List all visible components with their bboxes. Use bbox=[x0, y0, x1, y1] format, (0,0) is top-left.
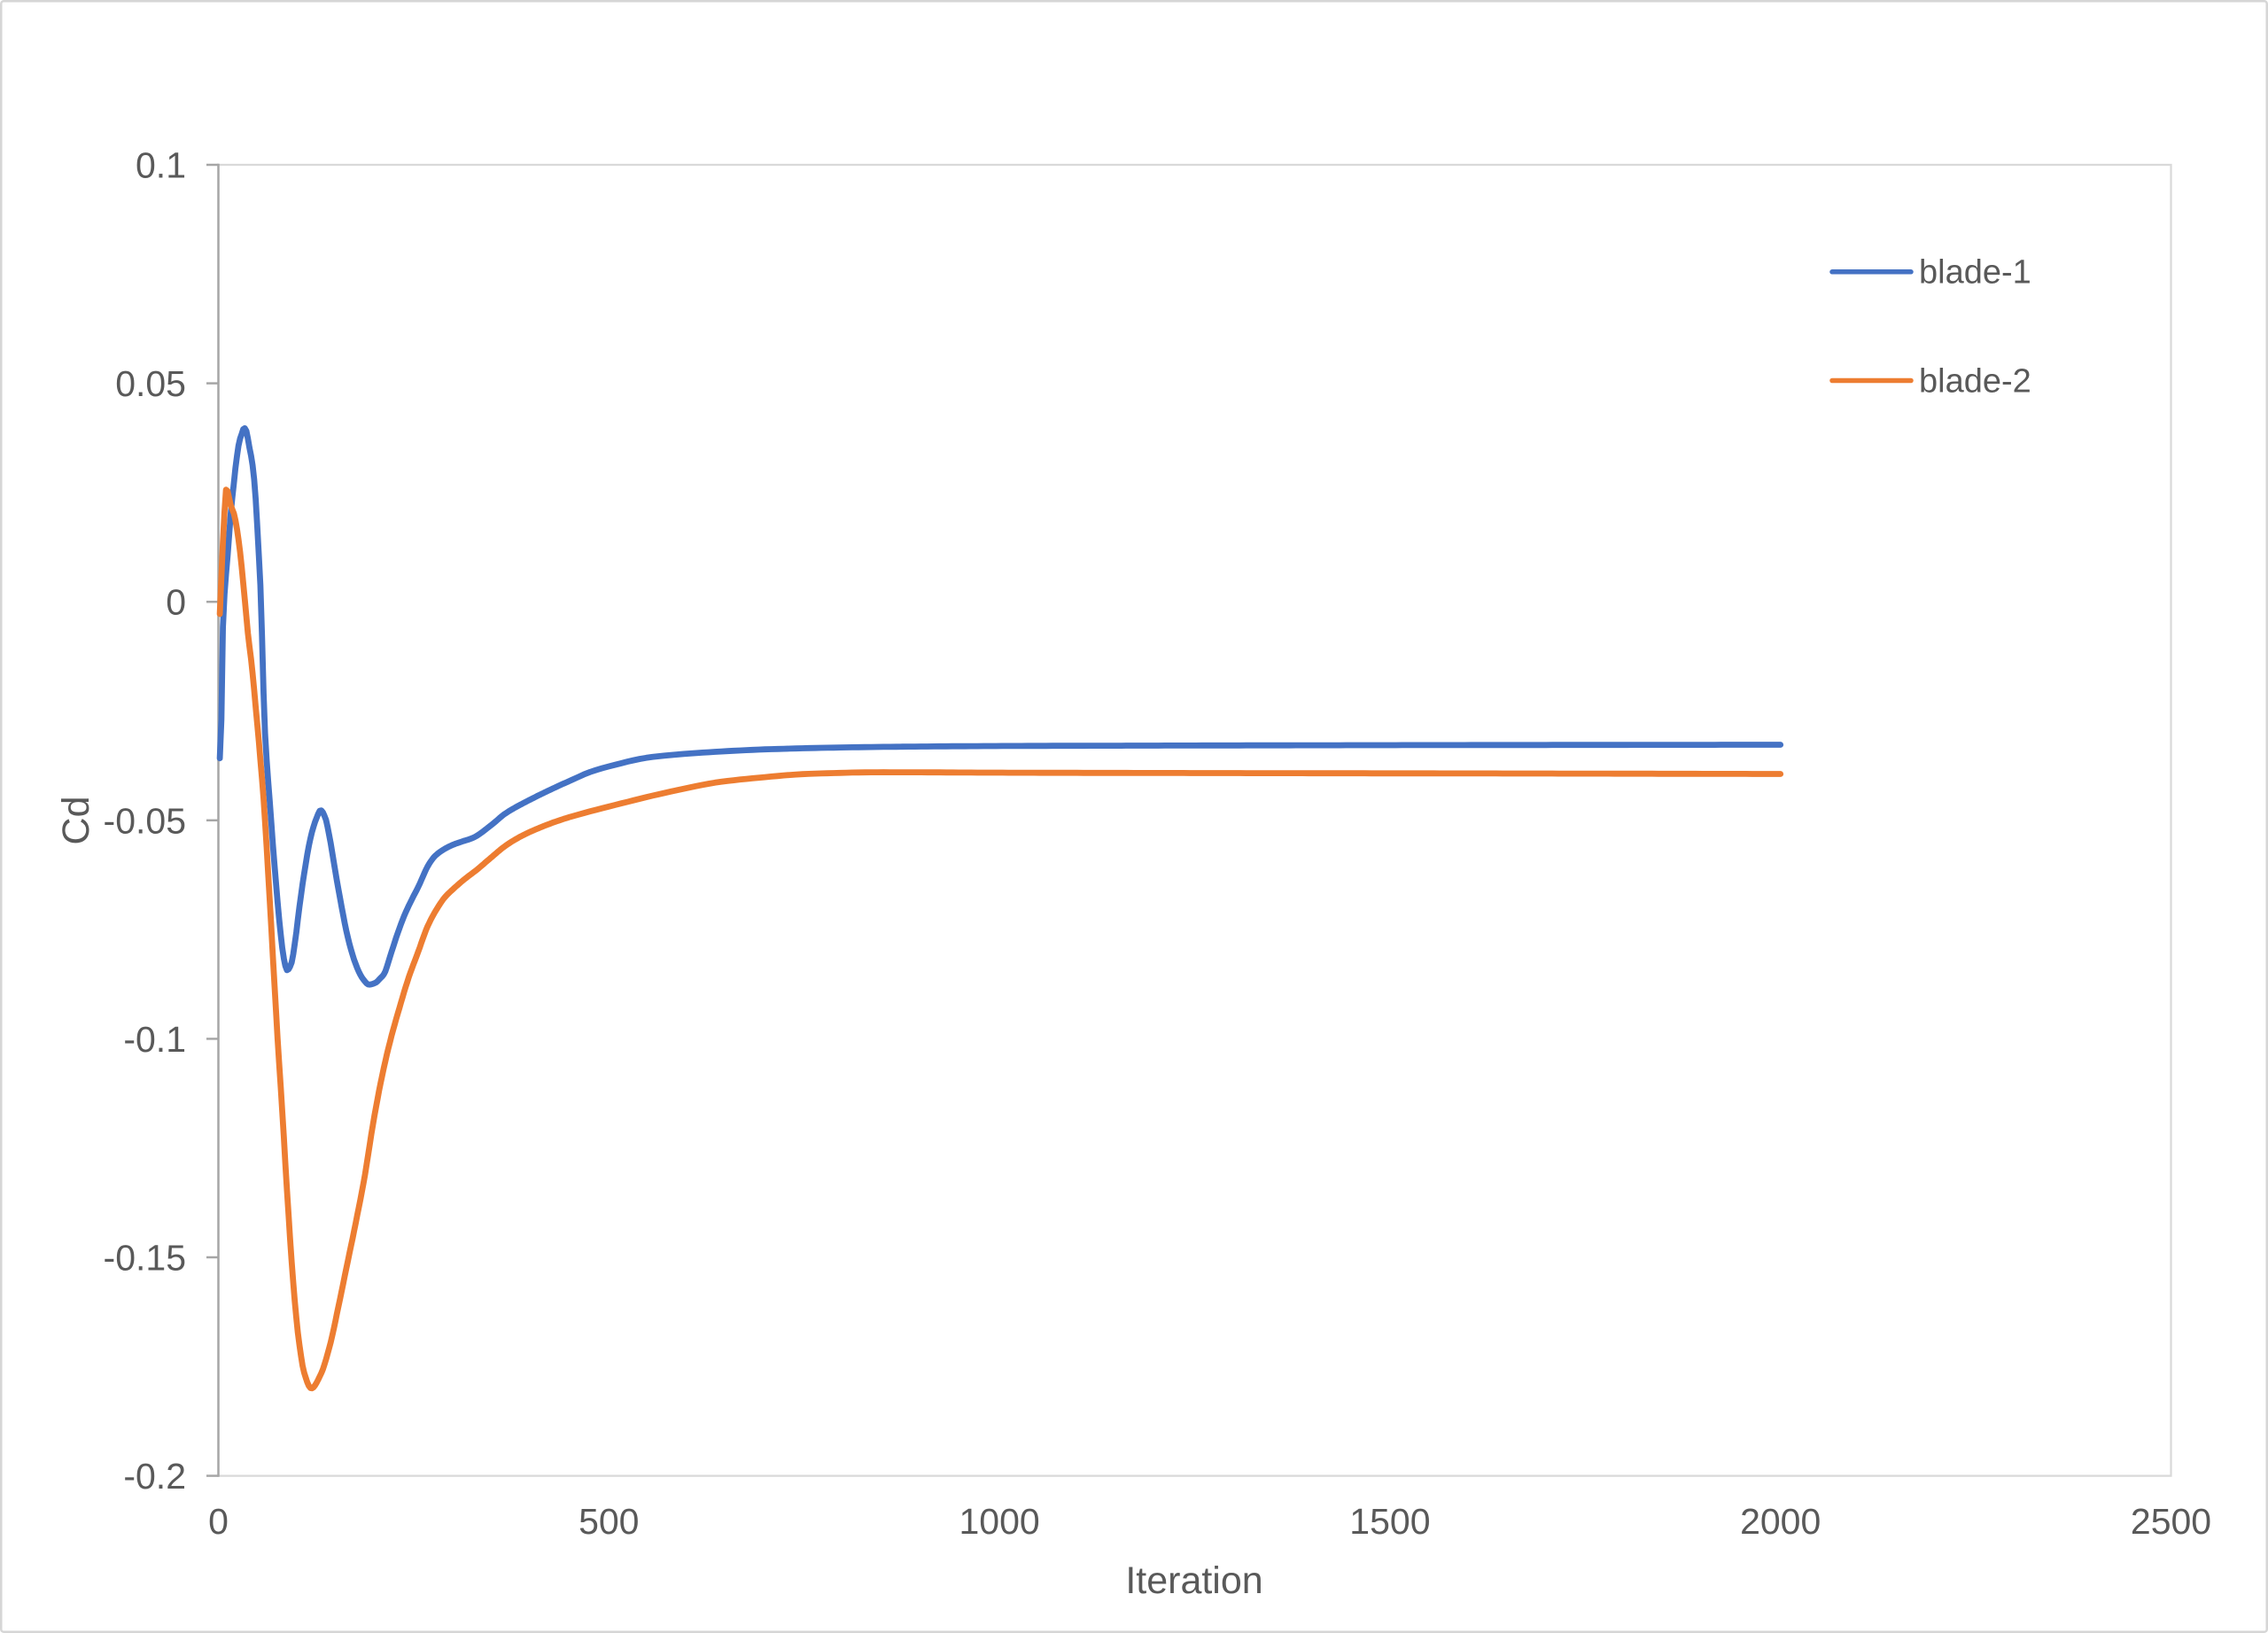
svg-text:500: 500 bbox=[579, 1501, 639, 1542]
svg-text:0.05: 0.05 bbox=[115, 363, 186, 404]
svg-text:-0.2: -0.2 bbox=[123, 1456, 186, 1497]
svg-text:2500: 2500 bbox=[2131, 1501, 2211, 1542]
svg-text:-0.15: -0.15 bbox=[104, 1238, 186, 1279]
svg-text:2000: 2000 bbox=[1740, 1501, 1821, 1542]
svg-text:blade-1: blade-1 bbox=[1919, 254, 2031, 292]
svg-text:0.1: 0.1 bbox=[136, 145, 186, 186]
svg-text:Iteration: Iteration bbox=[1125, 1559, 1262, 1602]
svg-text:1500: 1500 bbox=[1349, 1501, 1430, 1542]
svg-text:-0.05: -0.05 bbox=[104, 800, 186, 841]
svg-text:1000: 1000 bbox=[959, 1501, 1039, 1542]
svg-text:0: 0 bbox=[166, 582, 186, 623]
svg-text:blade-2: blade-2 bbox=[1919, 362, 2031, 400]
svg-text:-0.1: -0.1 bbox=[123, 1019, 186, 1060]
svg-text:0: 0 bbox=[208, 1501, 229, 1542]
svg-text:Cd: Cd bbox=[55, 797, 97, 845]
